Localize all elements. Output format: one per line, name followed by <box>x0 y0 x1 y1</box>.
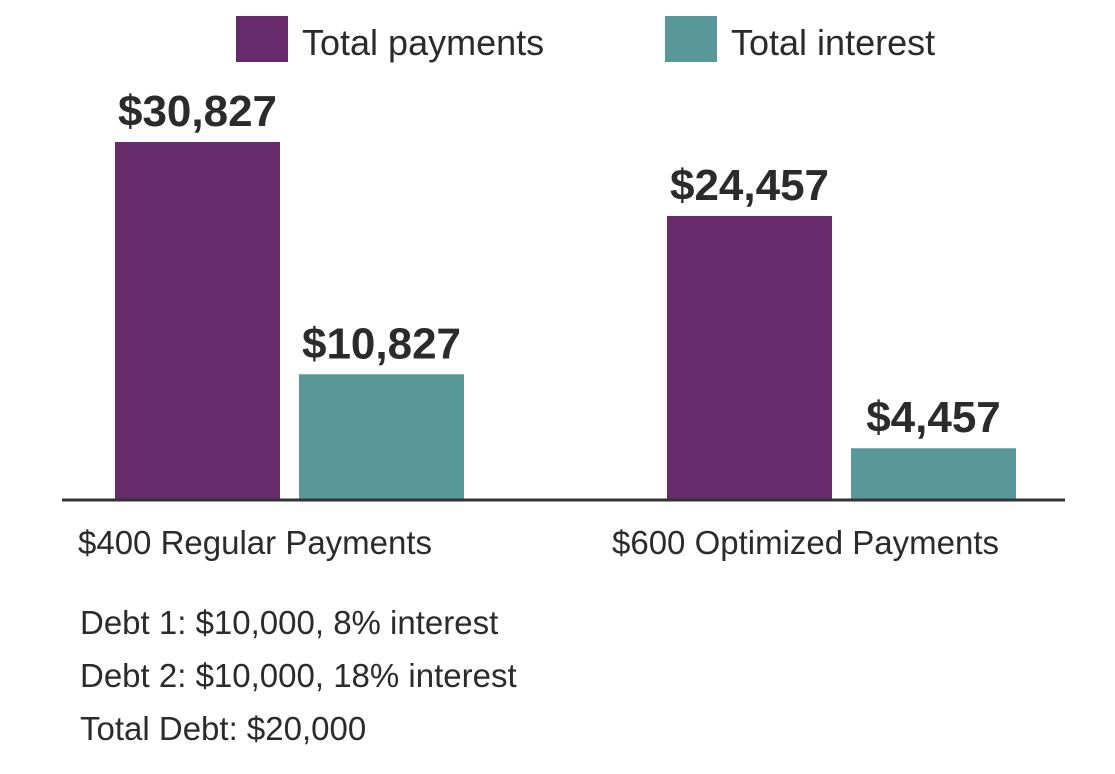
legend-swatch-total-interest <box>665 16 717 62</box>
bar-chart: Total payments Total interest $30,827 $24,… <box>62 16 1065 561</box>
value-label-total-interest-2: $4,457 <box>866 393 1001 442</box>
legend: Total payments Total interest <box>236 16 935 63</box>
note-debt-2: Debt 2: $10,000, 18% interest <box>80 657 517 694</box>
legend-item-total-payments: Total payments <box>236 16 544 63</box>
category-label-1: $400 Regular Payments <box>78 524 432 561</box>
legend-label-total-payments: Total payments <box>302 22 544 63</box>
value-label-total-interest-1: $10,827 <box>302 319 461 368</box>
bar-total-payments-2 <box>667 215 832 500</box>
note-debt-1: Debt 1: $10,000, 8% interest <box>80 604 499 641</box>
note-total-debt: Total Debt: $20,000 <box>80 710 367 747</box>
value-labels: $30,827 $24,457 $10,827 $4,457 <box>118 87 1001 442</box>
bar-total-payments-1 <box>115 142 280 500</box>
bar-total-interest-1 <box>299 374 464 500</box>
category-labels: $400 Regular Payments $600 Optimized Paym… <box>78 524 999 561</box>
bar-total-interest-2 <box>851 448 1016 500</box>
legend-swatch-total-payments <box>236 16 288 62</box>
value-label-total-payments-1: $30,827 <box>118 87 277 136</box>
bars <box>115 142 1016 500</box>
value-label-total-payments-2: $24,457 <box>670 161 829 210</box>
legend-item-total-interest: Total interest <box>665 16 935 63</box>
category-label-2: $600 Optimized Payments <box>612 524 999 561</box>
legend-label-total-interest: Total interest <box>731 22 935 63</box>
debt-notes: Debt 1: $10,000, 8% interest Debt 2: $10… <box>80 596 517 755</box>
